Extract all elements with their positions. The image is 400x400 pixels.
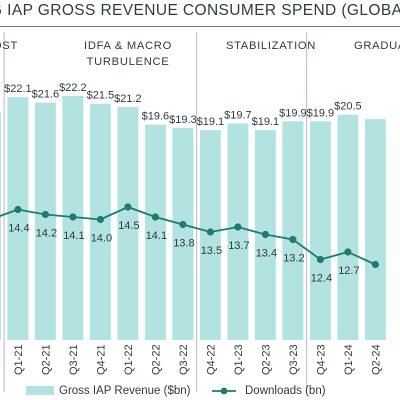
downloads-label: 12.4	[311, 273, 332, 285]
downloads-label: 13.7	[228, 240, 249, 252]
period-label: TURBULENCE	[87, 56, 170, 68]
x-tick-label: Q3-21	[68, 344, 80, 375]
downloads-point	[289, 235, 297, 244]
revenue-bar	[227, 123, 249, 340]
downloads-point	[124, 203, 132, 211]
downloads-point	[344, 248, 352, 256]
revenue-bar-label: $21.6	[32, 89, 60, 101]
revenue-bar-label: $21.2	[114, 93, 142, 105]
revenue-bar	[337, 114, 359, 340]
period-label: STABILIZATION	[226, 40, 316, 52]
x-tick-label: Q4-21	[95, 344, 107, 375]
downloads-point	[96, 215, 104, 224]
revenue-bar-label: $19.3	[169, 114, 197, 126]
revenue-bar-label: $21.5	[87, 90, 115, 102]
downloads-point	[69, 213, 77, 221]
title-rule	[0, 26, 400, 27]
downloads-label: 14.1	[146, 230, 167, 242]
downloads-point	[371, 260, 379, 269]
downloads-point	[316, 255, 324, 264]
x-tick-label: Q3-23	[288, 344, 300, 375]
downloads-label: 14.5	[118, 220, 139, 232]
x-tick-label: Q1-22	[123, 344, 135, 375]
x-tick-label: Q3-22	[178, 344, 190, 375]
x-tick-label: Q2-23	[260, 344, 272, 375]
period-label: OST	[0, 40, 18, 52]
x-tick-label: Q1-23	[233, 344, 245, 375]
legend-label-downloads: Downloads (bn)	[245, 385, 326, 397]
revenue-bar	[172, 127, 194, 341]
revenue-bar	[309, 121, 331, 340]
period-label: IDFA & MACRO	[84, 40, 172, 52]
downloads-label: 14.4	[8, 223, 29, 235]
legend-label-revenue: Gross IAP Revenue ($bn)	[59, 385, 191, 397]
x-tick-label: Q1-21	[13, 344, 25, 375]
revenue-bar	[282, 121, 304, 340]
revenue-bar-label: $19.9	[279, 107, 307, 119]
revenue-bar-label: $20.5	[334, 101, 362, 113]
downloads-label: 13.8	[173, 238, 194, 250]
x-tick-label: Q2-21	[40, 344, 52, 375]
revenue-bar	[364, 119, 386, 340]
x-tick-label: Q4-23	[315, 344, 327, 375]
downloads-point	[206, 228, 214, 236]
downloads-point	[151, 213, 159, 221]
downloads-label: 13.2	[283, 253, 304, 265]
x-tick-label: Q1-24	[343, 344, 355, 375]
period-label: GRADUA	[354, 40, 400, 52]
x-tick-label: Q2-22	[150, 344, 162, 375]
downloads-point	[14, 205, 22, 214]
downloads-label: 13.4	[256, 248, 277, 260]
legend-marker-downloads	[220, 387, 228, 395]
revenue-bar-label: $19.6	[142, 111, 170, 123]
revenue-bar-label: $19.1	[197, 116, 225, 128]
legend-swatch-revenue	[26, 386, 54, 395]
x-tick-label: Q2-24	[370, 344, 382, 375]
downloads-point	[41, 210, 50, 219]
revenue-bar-label: $19.9	[307, 107, 335, 119]
downloads-label: 14.1	[63, 230, 84, 242]
downloads-label: 14.0	[91, 233, 112, 245]
downloads-label: 13.5	[201, 245, 222, 257]
x-tick-label: Q4-22	[205, 344, 217, 375]
revenue-bar-label: $19.1	[252, 116, 280, 128]
chart-title: G IAP GROSS REVENUE CONSUMER SPEND (GLOB…	[0, 2, 400, 19]
downloads-point	[234, 223, 242, 231]
revenue-bar	[34, 102, 56, 340]
revenue-bar	[144, 124, 166, 340]
revenue-bar	[117, 107, 139, 340]
revenue-bar-label: $19.7	[224, 110, 252, 122]
downloads-point	[179, 220, 187, 229]
revenue-bar	[7, 97, 29, 340]
revenue-bar	[0, 112, 1, 340]
downloads-point	[261, 230, 269, 239]
downloads-label: 12.7	[338, 265, 359, 277]
revenue-bar-label: $22.1	[4, 83, 32, 95]
revenue-bar-label: $22.2	[59, 82, 87, 94]
downloads-label: 14.2	[36, 228, 57, 240]
